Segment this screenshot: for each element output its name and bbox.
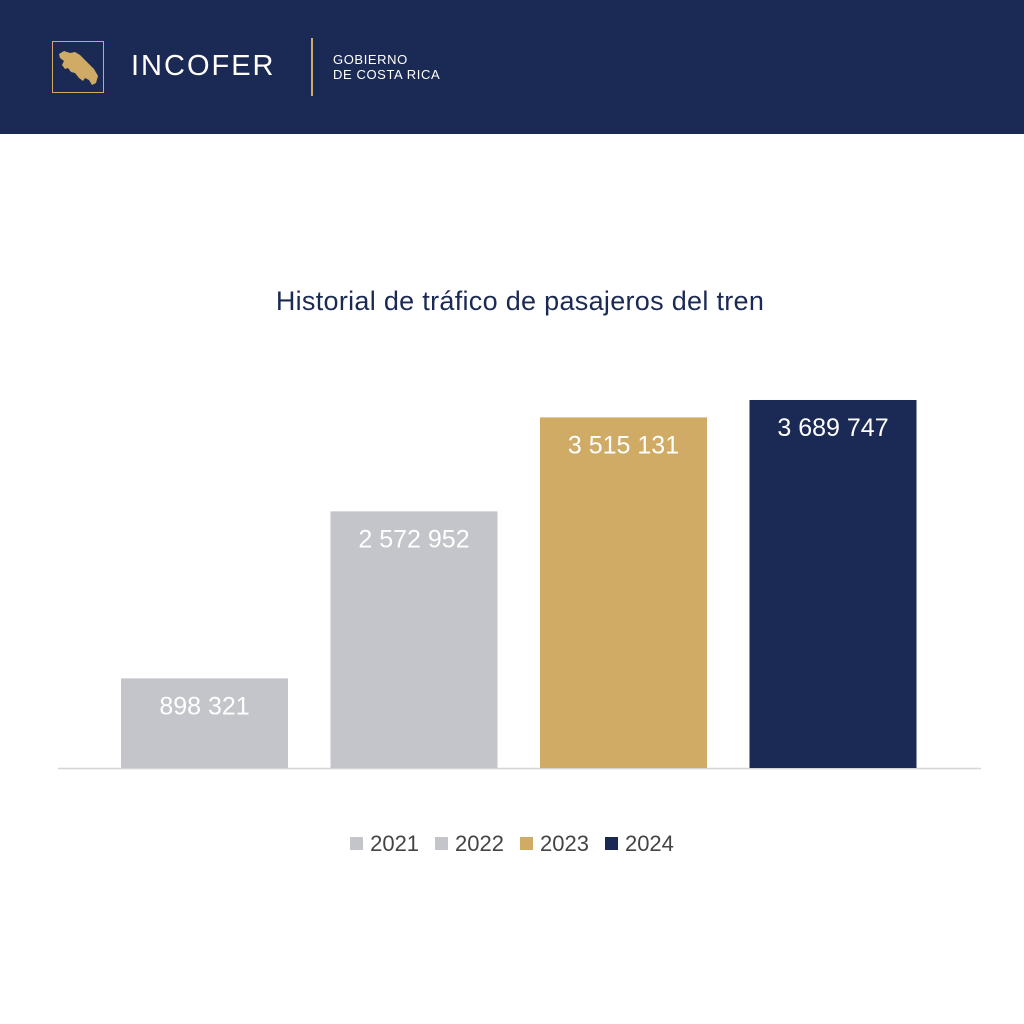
data-label-2024: 3 689 747: [777, 414, 888, 442]
costa-rica-map-icon: [59, 51, 98, 85]
legend-item-2021: 2021: [350, 829, 419, 859]
legend-label-2023: 2023: [540, 831, 589, 856]
bar-2024: [749, 399, 917, 768]
legend-label-2022: 2022: [455, 831, 504, 856]
government-label-line1: GOBIERNO: [333, 52, 408, 67]
legend-item-2024: 2024: [604, 829, 674, 859]
bar-2023: [540, 417, 707, 768]
data-label-2022: 2 572 952: [358, 525, 469, 553]
data-label-2023: 3 515 131: [568, 431, 679, 459]
bar-2022: [330, 511, 498, 768]
government-label-line2: DE COSTA RICA: [333, 67, 441, 82]
header-bar: INCOFER GOBIERNO DE COSTA RICA: [0, 0, 1024, 134]
government-label: GOBIERNO DE COSTA RICA: [333, 52, 440, 82]
legend-swatch-2021: [350, 837, 364, 850]
legend-swatch-2023: [520, 837, 533, 850]
bar-chart: 898 321 2 572 952 3 515 131 3 689 747: [58, 399, 981, 770]
logo: [52, 41, 104, 93]
legend-label-2021: 2021: [370, 831, 420, 856]
legend-item-2022: 2022: [435, 829, 504, 859]
chart-legend: 2021 2022 2023 2024: [0, 829, 1024, 859]
legend-item-2023: 2023: [520, 829, 589, 859]
bar-2021: [121, 678, 288, 768]
chart-title: Historial de tráfico de pasajeros del tr…: [275, 286, 765, 316]
brand-name: INCOFER: [131, 50, 276, 82]
legend-label-2024: 2024: [624, 831, 674, 856]
data-label-2021: 898 321: [159, 692, 249, 720]
header-divider: [311, 38, 313, 96]
legend-swatch-2024: [604, 837, 618, 850]
legend-swatch-2022: [435, 837, 449, 850]
